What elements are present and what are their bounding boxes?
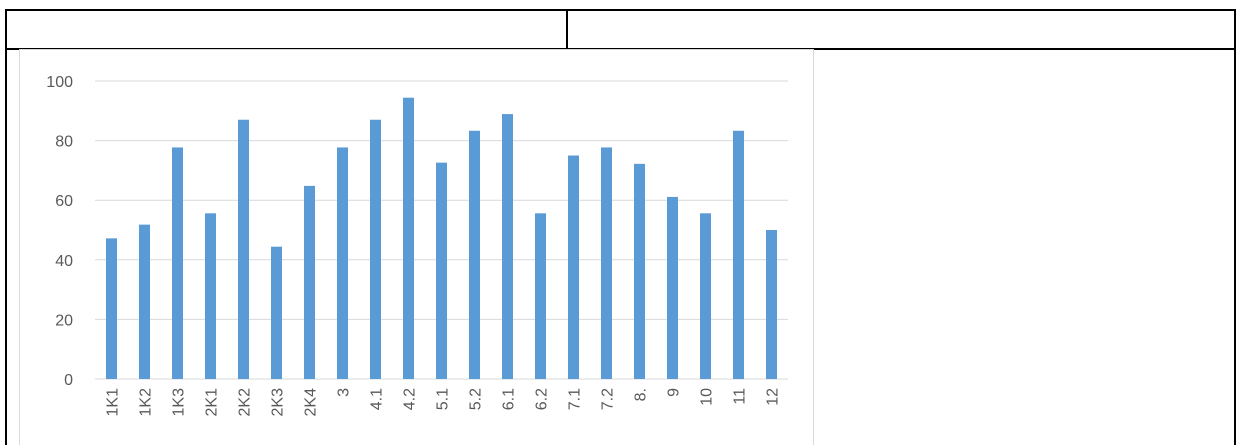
bar-11 (733, 130, 744, 379)
bar-9 (667, 196, 678, 379)
bar-3 (337, 147, 348, 379)
bar-5.1 (436, 162, 447, 379)
x-tick-label: 4.1 (369, 388, 386, 410)
table-header-row (7, 11, 1234, 50)
x-tick-label: 4.2 (402, 388, 419, 410)
bar-2K2 (238, 119, 249, 380)
x-tick-label: 2K2 (237, 388, 254, 417)
x-axis-tick-labels: 1K1 1K2 1K3 2K1 2K2 2K3 2K4 3 4.1 4.2 5.1 5.2 6.1 6.2… (105, 388, 782, 417)
y-tick-label: 0 (64, 372, 73, 389)
y-tick-label: 20 (55, 312, 73, 329)
bar-1K3 (172, 147, 183, 379)
bar-2K3 (271, 246, 282, 379)
x-tick-label: 2K1 (204, 388, 221, 417)
x-tick-label: 7.2 (600, 388, 617, 410)
x-tick-label: 5.2 (468, 388, 485, 410)
bar-1K2 (139, 224, 150, 379)
x-tick-label: 6.1 (501, 388, 518, 410)
bar-7.1 (568, 155, 579, 379)
chart-container: 0 20 40 60 80 100 1K1 1K2 1K3 2K1 2K2 2K3 2K4 3 4.1 4.… (19, 49, 814, 445)
bar-8. (634, 163, 645, 379)
x-tick-label: 2K4 (303, 388, 320, 417)
x-tick-label: 7.1 (567, 388, 584, 410)
bar-6.2 (535, 213, 546, 379)
y-tick-label: 40 (55, 253, 73, 270)
x-tick-label: 1K3 (171, 388, 188, 417)
x-tick-label: 9 (666, 388, 683, 397)
bar-5.2 (469, 130, 480, 379)
x-tick-label: 1K2 (138, 388, 155, 417)
y-tick-label: 100 (46, 74, 73, 91)
bar-2K4 (304, 185, 315, 379)
bar-chart: 0 20 40 60 80 100 1K1 1K2 1K3 2K1 2K2 2K3 2K4 3 4.1 4.… (46, 74, 788, 417)
bar-4.1 (370, 119, 381, 380)
bar-1K1 (106, 238, 117, 379)
bar-4.2 (403, 97, 414, 380)
y-tick-label: 60 (55, 193, 73, 210)
x-tick-label: 12 (765, 388, 782, 406)
table-cell-divider (566, 11, 568, 48)
y-tick-label: 80 (55, 134, 73, 151)
x-tick-label: 3 (336, 388, 353, 397)
x-tick-label: 2K3 (270, 388, 287, 417)
bar-7.2 (601, 147, 612, 379)
bar-12 (766, 230, 777, 379)
bar-10 (700, 213, 711, 379)
x-tick-label: 10 (699, 388, 716, 406)
bar-6.1 (502, 114, 513, 379)
x-tick-label: 5.1 (435, 388, 452, 410)
bar-2K1 (205, 213, 216, 379)
x-tick-label: 6.2 (534, 388, 551, 410)
y-axis-tick-labels: 0 20 40 60 80 100 (46, 74, 73, 389)
x-tick-label: 8. (633, 388, 650, 401)
x-tick-label: 1K1 (105, 388, 122, 417)
bars (106, 97, 777, 380)
x-tick-label: 11 (732, 388, 749, 405)
